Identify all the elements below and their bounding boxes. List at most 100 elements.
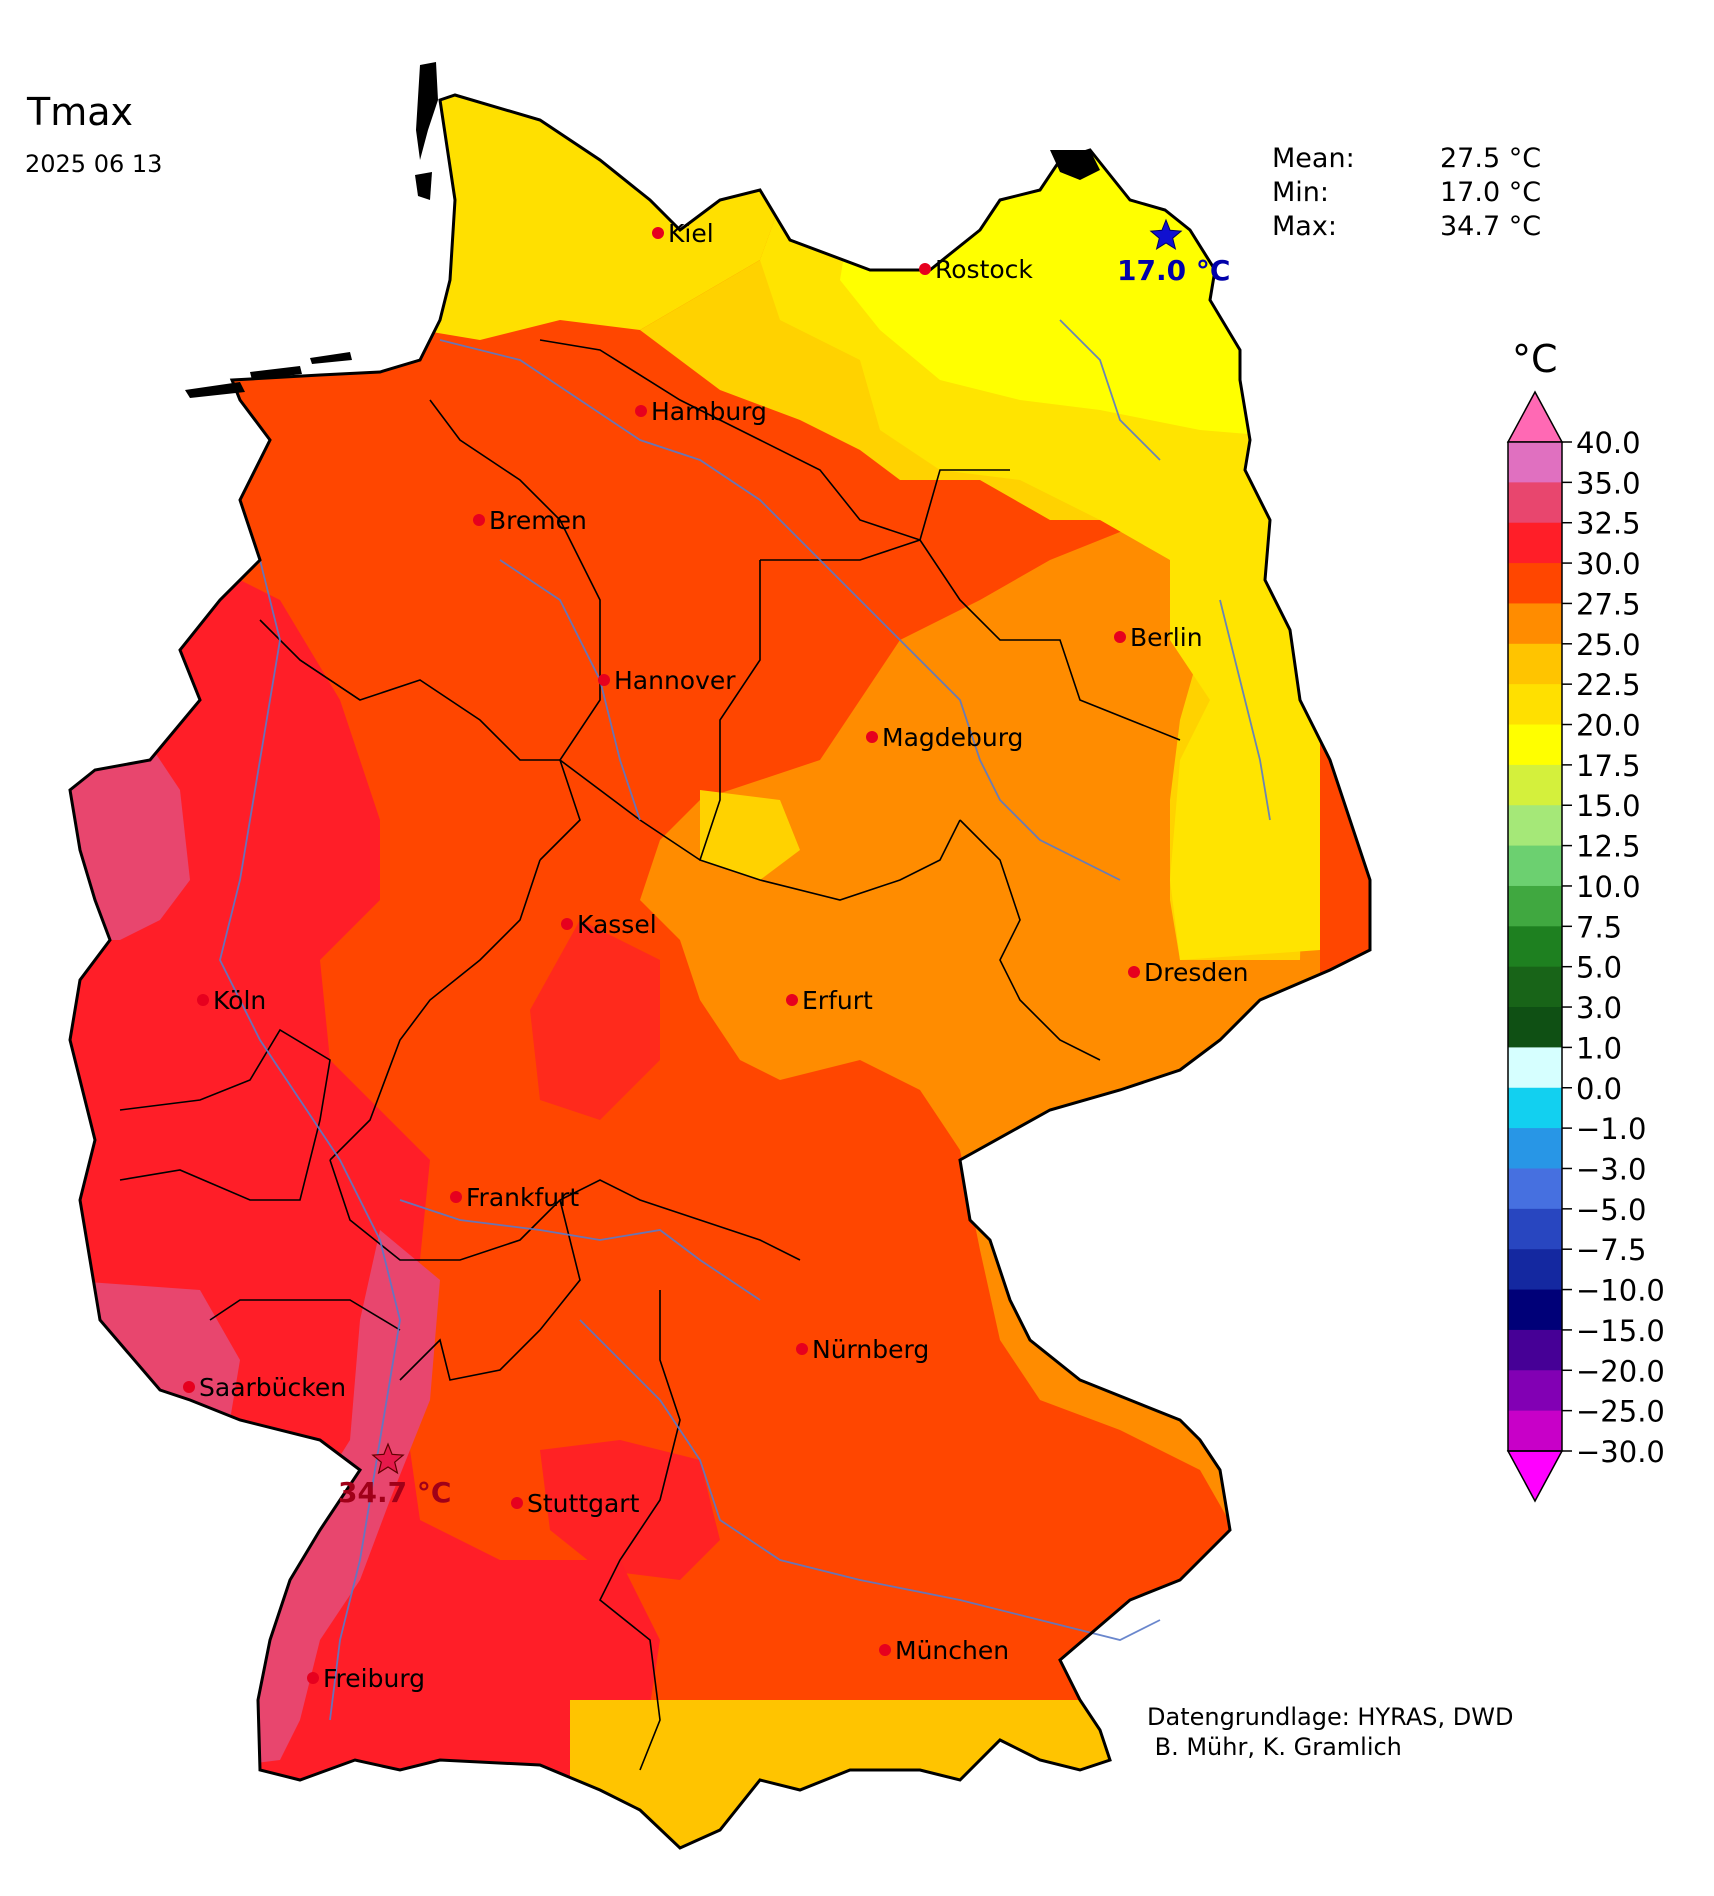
colorbar-tick-label: 27.5 bbox=[1576, 587, 1641, 621]
colorbar-tick-label: −25.0 bbox=[1576, 1395, 1665, 1429]
city-dot-icon bbox=[473, 514, 485, 526]
colorbar-swatch bbox=[1508, 442, 1562, 483]
cities-layer: Kiel Rostock Hamburg Bremen Berlin Hannover Ma… bbox=[183, 219, 1248, 1693]
colorbar-tick-label: −1.0 bbox=[1576, 1112, 1646, 1146]
city-label: Dresden bbox=[1144, 958, 1248, 987]
colorbar-swatch bbox=[1508, 1047, 1562, 1089]
credits-line-1: Datengrundlage: HYRAS, DWD bbox=[1147, 1703, 1514, 1731]
colorbar-tick-label: 32.5 bbox=[1576, 507, 1641, 541]
city-dot-icon bbox=[919, 263, 931, 275]
city-label: Rostock bbox=[935, 255, 1033, 284]
city-dot-icon bbox=[598, 674, 610, 686]
city-bremen: Bremen bbox=[473, 506, 587, 535]
stat-min-value: 17.0 °C bbox=[1440, 177, 1542, 208]
colorbar-swatch bbox=[1508, 845, 1562, 887]
colorbar-swatch bbox=[1508, 684, 1562, 726]
city-dot-icon bbox=[511, 1497, 523, 1509]
colorbar-swatch bbox=[1508, 1007, 1562, 1048]
colorbar-tick-label: −10.0 bbox=[1576, 1274, 1665, 1308]
city-hamburg: Hamburg bbox=[635, 397, 767, 426]
city-dot-icon bbox=[786, 994, 798, 1006]
city-dot-icon bbox=[796, 1343, 808, 1355]
credits: Datengrundlage: HYRAS, DWD B. Mühr, K. G… bbox=[1147, 1702, 1513, 1762]
stat-mean-value: 27.5 °C bbox=[1440, 143, 1542, 174]
min-marker: 17.0 °C bbox=[1117, 218, 1230, 287]
colorbar-tick-label: 30.0 bbox=[1576, 547, 1641, 581]
colorbar-tick-label: −30.0 bbox=[1576, 1435, 1665, 1469]
city-nürnberg: Nürnberg bbox=[796, 1335, 929, 1364]
colorbar-swatch bbox=[1508, 805, 1562, 847]
colorbar-tick-label: 25.0 bbox=[1576, 628, 1641, 662]
city-label: Berlin bbox=[1130, 623, 1203, 652]
colorbar-swatch bbox=[1508, 1410, 1562, 1452]
city-label: Frankfurt bbox=[466, 1183, 579, 1212]
city-dot-icon bbox=[1114, 631, 1126, 643]
city-label: Bremen bbox=[489, 506, 587, 535]
colorbar-tick-label: 10.0 bbox=[1576, 870, 1641, 904]
colorbar-swatch bbox=[1508, 926, 1562, 968]
stat-min-label: Min: bbox=[1272, 177, 1330, 208]
city-label: Nürnberg bbox=[812, 1335, 929, 1364]
stat-max-value: 34.7 °C bbox=[1440, 211, 1542, 242]
city-münchen: München bbox=[879, 1636, 1009, 1665]
city-dot-icon bbox=[561, 918, 573, 930]
colorbar-swatch bbox=[1508, 966, 1562, 1008]
colorbar-tick-label: 0.0 bbox=[1576, 1072, 1622, 1106]
max-marker: 34.7 °C bbox=[338, 1442, 451, 1509]
max-label: 34.7 °C bbox=[338, 1476, 451, 1509]
city-stuttgart: Stuttgart bbox=[511, 1489, 640, 1518]
city-label: Erfurt bbox=[802, 986, 873, 1015]
colorbar-swatch bbox=[1508, 563, 1562, 605]
colorbar-swatch bbox=[1508, 1168, 1562, 1210]
city-hannover: Hannover bbox=[598, 666, 736, 695]
colorbar-tick-label: 17.5 bbox=[1576, 749, 1641, 783]
islands bbox=[185, 62, 1100, 398]
min-star-icon bbox=[1149, 218, 1183, 250]
city-label: Kassel bbox=[577, 910, 657, 939]
city-magdeburg: Magdeburg bbox=[866, 723, 1023, 752]
city-dot-icon bbox=[307, 1672, 319, 1684]
colorbar-swatch bbox=[1508, 1249, 1562, 1291]
city-saarbücken: Saarbücken bbox=[183, 1373, 346, 1402]
min-label: 17.0 °C bbox=[1117, 254, 1230, 287]
city-berlin: Berlin bbox=[1114, 623, 1203, 652]
credits-line-2: B. Mühr, K. Gramlich bbox=[1147, 1733, 1402, 1761]
colorbar-tick-label: 22.5 bbox=[1576, 668, 1641, 702]
colorbar-unit: °C bbox=[1512, 337, 1558, 381]
colorbar-tick-label: 3.0 bbox=[1576, 991, 1622, 1025]
colorbar-swatch bbox=[1508, 603, 1562, 645]
colorbar-swatch bbox=[1508, 643, 1562, 685]
colorbar-swatch bbox=[1508, 1208, 1562, 1250]
city-label: Hamburg bbox=[651, 397, 767, 426]
colorbar-swatch bbox=[1508, 522, 1562, 564]
colorbar-tick-label: −7.5 bbox=[1576, 1233, 1646, 1267]
colorbar-swatch bbox=[1508, 1128, 1562, 1170]
city-rostock: Rostock bbox=[919, 255, 1033, 284]
colorbar: 40.0 35.0 32.5 30.0 27.5 25.0 22.5 20.0 17.5 15.0… bbox=[1506, 390, 1665, 1503]
colorbar-tick-label: 1.0 bbox=[1576, 1031, 1622, 1065]
colorbar-swatch bbox=[1508, 1087, 1562, 1129]
city-dot-icon bbox=[866, 731, 878, 743]
city-label: Kiel bbox=[668, 219, 714, 248]
city-label: München bbox=[895, 1636, 1009, 1665]
city-label: Freiburg bbox=[323, 1664, 425, 1693]
state-borders bbox=[119, 339, 1181, 1771]
city-dot-icon bbox=[635, 405, 647, 417]
city-köln: Köln bbox=[197, 986, 266, 1015]
colorbar-tick-label: 40.0 bbox=[1576, 426, 1641, 460]
colorbar-tick-label: 15.0 bbox=[1576, 789, 1641, 823]
city-dot-icon bbox=[197, 994, 209, 1006]
colorbar-tick-label: 5.0 bbox=[1576, 951, 1622, 985]
colorbar-swatch bbox=[1508, 1329, 1562, 1371]
city-label: Magdeburg bbox=[882, 723, 1023, 752]
colorbar-swatch bbox=[1508, 1289, 1562, 1331]
city-erfurt: Erfurt bbox=[786, 986, 873, 1015]
colorbar-tick-label: −5.0 bbox=[1576, 1193, 1646, 1227]
city-label: Stuttgart bbox=[527, 1489, 640, 1518]
colorbar-tick-label: −3.0 bbox=[1576, 1152, 1646, 1186]
colorbar-swatch bbox=[1508, 764, 1562, 806]
colorbar-frame bbox=[1507, 441, 1563, 1452]
city-dot-icon bbox=[450, 1191, 462, 1203]
